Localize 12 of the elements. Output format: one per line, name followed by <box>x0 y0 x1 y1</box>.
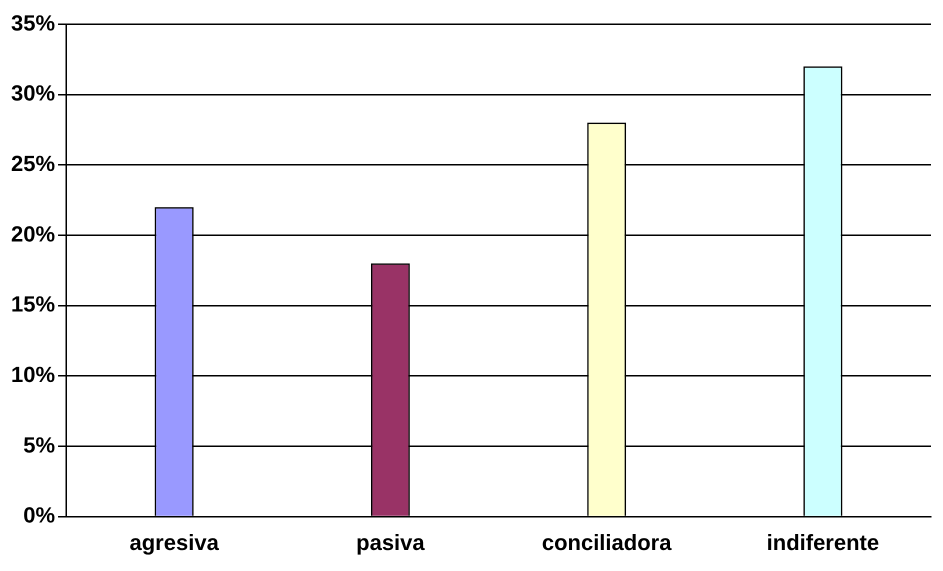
x-tick-label: indiferente <box>766 530 880 555</box>
y-tick-label: 10% <box>10 362 56 387</box>
y-tick-label: 20% <box>10 221 56 246</box>
y-tick-label: 25% <box>10 150 56 176</box>
y-tick-label: 30% <box>10 80 56 106</box>
y-tick-label: 5% <box>23 432 56 458</box>
x-tick-label: pasiva <box>356 530 426 555</box>
x-tick-label: agresiva <box>130 530 220 555</box>
y-tick-label: 0% <box>23 502 56 528</box>
x-tick-label: conciliadora <box>542 530 672 555</box>
y-tick-label: 35% <box>10 10 56 36</box>
y-tick-label: 15% <box>10 292 56 317</box>
